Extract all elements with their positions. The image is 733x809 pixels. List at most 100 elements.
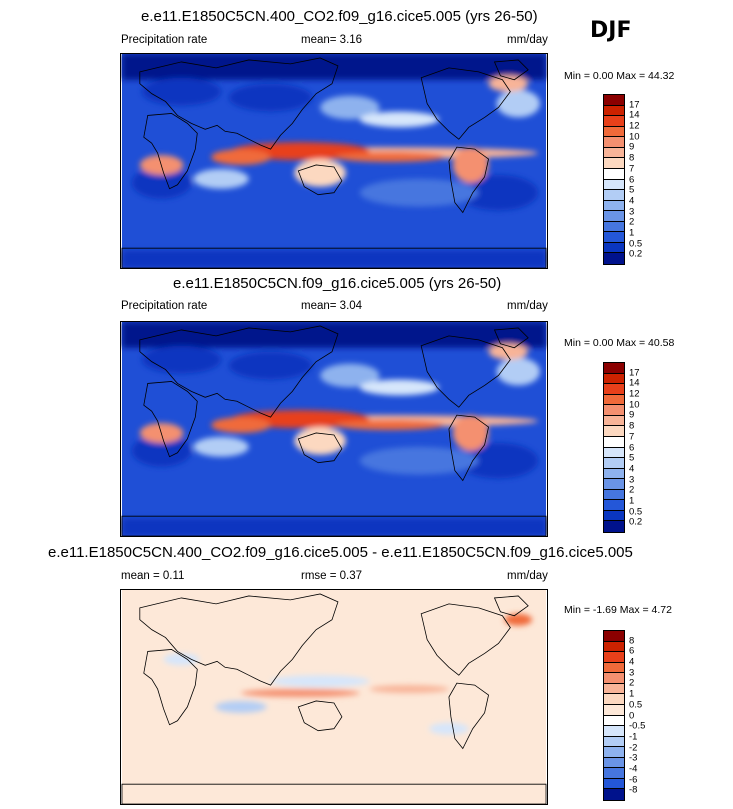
- precip-map-top: [120, 53, 548, 269]
- colorbar-tick-label: 3: [629, 667, 635, 679]
- field-contour: [228, 83, 313, 112]
- colorbar-swatch: [604, 405, 624, 416]
- mean-label: mean= 3.16: [301, 34, 363, 46]
- colorbar-tick-label: 8: [629, 635, 635, 647]
- colorbar-tick-label: 12: [629, 388, 640, 400]
- coastline: [420, 335, 511, 408]
- colorbar-swatch: [604, 768, 624, 779]
- field-contour: [496, 357, 541, 386]
- colorbar-tick-label: 0.5: [629, 699, 643, 711]
- field-contour: [294, 159, 346, 187]
- colorbar-tick-label: 9: [629, 409, 635, 421]
- coastline: [493, 327, 529, 349]
- field-contour: [121, 322, 547, 348]
- colorbar-tick-label: 8: [629, 420, 635, 432]
- colorbar-swatch: [604, 200, 624, 212]
- field-contour: [215, 700, 267, 713]
- coastline: [121, 515, 547, 536]
- coastline: [139, 57, 339, 150]
- field-contour: [504, 613, 533, 626]
- mean-label: mean = 0.11: [121, 570, 185, 582]
- colorbar-tick-label: 3: [629, 206, 635, 218]
- colorbar-tick-label: 12: [629, 120, 640, 132]
- field-contour: [121, 518, 547, 536]
- coastline: [121, 783, 547, 804]
- colorbar-tick-label: 2: [629, 484, 635, 496]
- colorbar-swatch: [604, 468, 624, 480]
- colorbar-swatch: [604, 221, 624, 233]
- colorbar-swatch: [604, 631, 624, 642]
- coastline: [121, 247, 547, 268]
- field-contour: [359, 446, 479, 475]
- variable-label: Precipitation rate: [121, 34, 208, 46]
- field-contour: [452, 147, 489, 183]
- field-contour: [228, 351, 313, 380]
- colorbar-swatch: [604, 747, 624, 758]
- field-contour: [121, 54, 547, 80]
- colorbar-swatch: [604, 232, 624, 243]
- units-label: mm/day: [507, 300, 548, 312]
- colorbar-tick-label: 6: [629, 174, 635, 185]
- field-contour: [320, 363, 380, 388]
- colorbar-top: [603, 94, 625, 265]
- field-contour: [270, 675, 370, 688]
- colorbar-swatch: [604, 521, 624, 532]
- field-contour: [334, 152, 444, 162]
- field-contour: [496, 89, 541, 118]
- colorbar-swatch: [604, 736, 624, 748]
- colorbar-swatch: [604, 158, 624, 169]
- field-contour: [458, 174, 539, 211]
- colorbar-swatch: [604, 126, 624, 138]
- colorbar-swatch: [604, 95, 624, 106]
- min-max-label: Min = 0.00 Max = 40.58: [564, 337, 675, 349]
- coastline: [139, 593, 339, 686]
- field-contour: [452, 415, 489, 451]
- field-contour: [369, 685, 449, 694]
- colorbar-swatch: [604, 662, 624, 674]
- coastline: [143, 113, 198, 190]
- colorbar-tick-label: 5: [629, 452, 635, 464]
- colorbar-tick-label: 9: [629, 141, 635, 153]
- colorbar-tick-label: 0.2: [629, 248, 643, 260]
- precip-map-middle: [120, 321, 548, 537]
- field-contour: [240, 689, 360, 697]
- field-contour: [211, 417, 271, 433]
- coastline: [143, 649, 198, 726]
- colorbar-tick-label: 1: [629, 227, 635, 239]
- colorbar-swatch: [604, 694, 624, 705]
- colorbar-middle: [603, 362, 625, 533]
- diff-map-bottom: [120, 589, 548, 805]
- colorbar-swatch: [604, 137, 624, 148]
- colorbar-tick-label: 17: [629, 367, 640, 379]
- colorbar-tick-label: 7: [629, 431, 635, 443]
- colorbar-swatch: [604, 105, 624, 117]
- colorbar-tick-label: -8: [629, 784, 638, 796]
- min-max-label: Min = -1.69 Max = 4.72: [564, 604, 672, 616]
- colorbar-tick-label: -6: [629, 774, 638, 786]
- colorbar-tick-label: 2: [629, 677, 635, 689]
- colorbar-swatch: [604, 415, 624, 427]
- colorbar-tick-label: 1: [629, 688, 635, 700]
- colorbar-swatch: [604, 673, 624, 684]
- field-contour: [141, 77, 222, 106]
- colorbar-swatch: [604, 489, 624, 501]
- colorbar-swatch: [604, 147, 624, 159]
- colorbar-tick-label: 8: [629, 152, 635, 164]
- coastline: [297, 700, 343, 732]
- field-contour: [320, 95, 380, 120]
- colorbar-swatch: [604, 436, 624, 448]
- field-contour: [131, 166, 192, 199]
- colorbar-swatch: [604, 363, 624, 374]
- colorbar-swatch: [604, 394, 624, 406]
- field-contour: [294, 427, 346, 455]
- mean-label: mean= 3.04: [301, 300, 363, 312]
- rmse-label: rmse = 0.37: [301, 570, 363, 582]
- field-contour: [141, 345, 222, 374]
- colorbar-swatch: [604, 211, 624, 222]
- coastline: [297, 164, 343, 196]
- colorbar-tick-label: -0.5: [629, 720, 646, 732]
- coastline: [493, 59, 529, 81]
- units-label: mm/day: [507, 570, 548, 582]
- coastline: [493, 595, 529, 617]
- colorbar-tick-label: 1: [629, 495, 635, 507]
